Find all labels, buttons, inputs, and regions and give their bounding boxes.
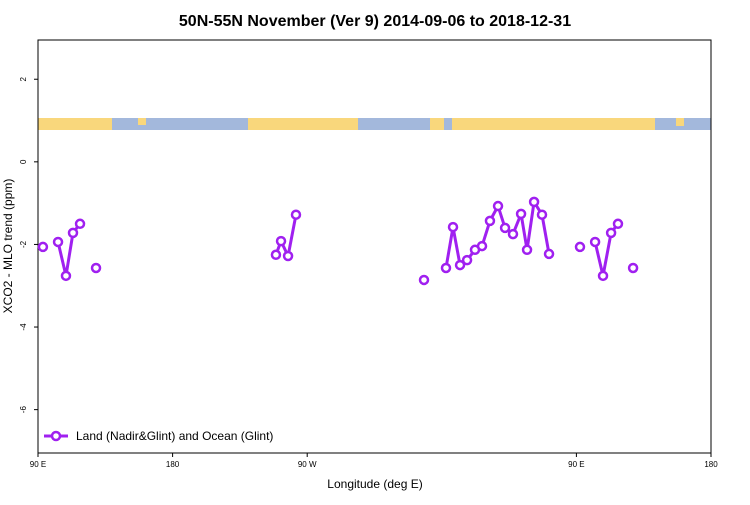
data-point xyxy=(60,270,72,282)
x-tick-label: 180 xyxy=(166,460,180,469)
y-tick-label: 0 xyxy=(19,159,28,164)
data-point xyxy=(605,227,617,239)
y-tick-label: -4 xyxy=(19,323,28,331)
data-point xyxy=(440,262,452,274)
data-point xyxy=(515,208,527,220)
data-point xyxy=(543,248,555,260)
data-point xyxy=(52,236,64,248)
chart-title: 50N-55N November (Ver 9) 2014-09-06 to 2… xyxy=(179,13,571,30)
data-point xyxy=(275,235,287,247)
data-point xyxy=(447,221,459,233)
series-line xyxy=(274,214,298,258)
x-tick-label: 90 E xyxy=(30,460,46,469)
data-point xyxy=(476,240,488,252)
data-point xyxy=(627,262,639,274)
x-tick-label: 180 xyxy=(704,460,718,469)
data-point xyxy=(484,215,496,227)
data-point xyxy=(536,209,548,220)
data-point xyxy=(418,274,430,286)
data-point xyxy=(67,227,79,239)
data-point xyxy=(612,218,624,230)
legend: Land (Nadir&Glint) and Ocean (Glint) xyxy=(44,429,273,443)
data-point xyxy=(290,209,302,220)
y-axis-label: XCO2 - MLO trend (ppm) xyxy=(1,179,15,314)
data-point xyxy=(589,236,601,248)
data-point xyxy=(74,218,86,230)
data-point xyxy=(521,244,533,256)
y-tick-label: -6 xyxy=(19,406,28,414)
legend-marker xyxy=(50,430,62,442)
series-line xyxy=(56,222,82,278)
x-tick-label: 90 E xyxy=(568,460,584,469)
data-point xyxy=(574,241,586,253)
y-tick-label: 2 xyxy=(19,76,28,81)
data-point xyxy=(282,250,294,262)
data-point xyxy=(454,259,466,271)
x-axis-label: Longitude (deg E) xyxy=(327,477,422,491)
y-tick-label: -2 xyxy=(19,240,28,248)
data-point xyxy=(90,262,102,274)
x-tick-label: 90 W xyxy=(298,460,317,469)
series-line xyxy=(593,222,620,278)
data-point xyxy=(461,254,473,266)
data-point xyxy=(270,249,282,261)
data-point xyxy=(528,196,540,208)
data-point xyxy=(499,222,511,234)
legend-label: Land (Nadir&Glint) and Ocean (Glint) xyxy=(76,429,273,443)
data-point xyxy=(492,200,504,212)
series-line xyxy=(444,200,551,269)
data-point xyxy=(37,241,49,253)
data-point xyxy=(507,228,519,240)
land-ocean-strip xyxy=(38,118,711,130)
data-point xyxy=(597,270,609,282)
